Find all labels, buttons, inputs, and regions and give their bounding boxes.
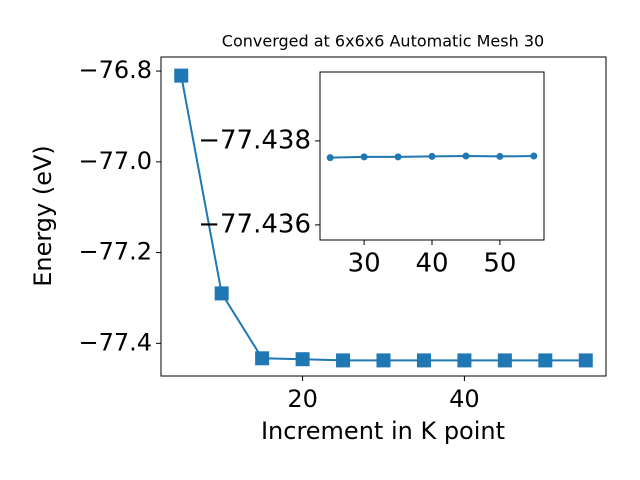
marker: [578, 353, 593, 368]
marker: [174, 68, 189, 83]
y-axis-label: Energy (eV): [29, 145, 57, 287]
marker: [497, 353, 512, 368]
marker: [360, 153, 368, 161]
y-tick-label: −77.438: [198, 125, 311, 155]
marker: [326, 154, 334, 162]
x-tick-label: 40: [415, 249, 448, 279]
marker: [255, 351, 270, 366]
marker: [538, 353, 553, 368]
marker: [336, 353, 351, 368]
marker: [530, 152, 538, 160]
marker: [376, 353, 391, 368]
x-tick-label: 30: [348, 249, 381, 279]
x-tick-label: 20: [287, 385, 318, 413]
y-tick-label: −77.0: [78, 147, 152, 175]
x-tick-label: 40: [449, 385, 480, 413]
marker: [496, 152, 504, 160]
y-tick-label: −77.4: [78, 328, 152, 356]
chart-title: Converged at 6x6x6 Automatic Mesh 30: [222, 32, 544, 51]
marker: [416, 353, 431, 368]
marker: [428, 152, 436, 160]
y-tick-label: −77.436: [198, 209, 311, 239]
x-axis-label: Increment in K point: [261, 417, 505, 445]
y-tick-label: −77.2: [78, 238, 152, 266]
marker: [295, 352, 310, 367]
marker: [457, 353, 472, 368]
marker: [394, 153, 402, 161]
y-tick-label: −76.8: [78, 56, 152, 84]
marker: [214, 286, 229, 301]
x-tick-label: 50: [483, 249, 516, 279]
marker: [462, 152, 470, 160]
